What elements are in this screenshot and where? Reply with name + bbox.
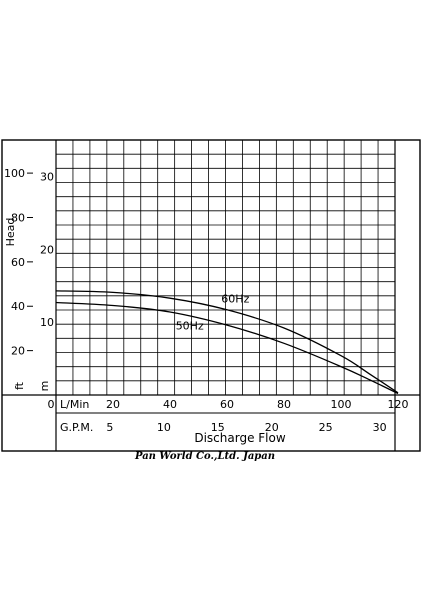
y-ft-tick-label: 60: [11, 256, 25, 269]
y-ft-tick-label: 80: [11, 211, 25, 224]
x-lmin-tick-label: 0: [48, 398, 55, 411]
x-lmin-tick-label: 60: [220, 398, 234, 411]
series-line-50hz: [55, 301, 399, 395]
series-label-60hz: 60Hz: [221, 293, 249, 306]
y-unit-ft: ft: [13, 381, 26, 390]
y-ft-tick-label: 20: [11, 345, 25, 358]
x-gpm-tick-label: 10: [157, 421, 171, 434]
x-gpm-tick-label: 25: [319, 421, 333, 434]
x-unit-lmin: L/Min: [60, 398, 89, 411]
series: 60Hz 50Hz: [55, 290, 399, 395]
axis-ticks: 20 40 60 80 100 10 20 30 0 20 40 60 80 100 120 5 10 15 20 2…: [4, 167, 409, 434]
x-lmin-tick-label: 100: [331, 398, 352, 411]
x-gpm-tick-label: 15: [211, 421, 225, 434]
x-gpm-tick-label: 20: [265, 421, 279, 434]
x-gpm-tick-label: 5: [106, 421, 113, 434]
x-lmin-tick-label: 120: [388, 398, 409, 411]
series-line-60hz: [55, 290, 399, 394]
y-unit-m: m: [38, 381, 51, 392]
labels: Head ft m L/Min G.P.M. Discharge Flow Pa…: [4, 218, 286, 462]
y-m-tick-label: 10: [40, 316, 54, 329]
y-ft-tick-label: 40: [11, 300, 25, 313]
x-axis-title: Discharge Flow: [194, 431, 285, 445]
x-lmin-tick-label: 40: [163, 398, 177, 411]
x-lmin-tick-label: 80: [277, 398, 291, 411]
company-caption: Pan World Co.,Ltd. Japan: [134, 451, 275, 462]
y-ft-tick-label: 100: [4, 167, 25, 180]
series-label-50hz: 50Hz: [176, 319, 204, 332]
x-gpm-tick-label: 30: [373, 421, 387, 434]
x-lmin-tick-label: 20: [106, 398, 120, 411]
y-axis-title: Head: [4, 218, 17, 247]
y-m-tick-label: 30: [40, 171, 54, 184]
x-unit-gpm: G.P.M.: [60, 421, 93, 434]
y-m-tick-label: 20: [40, 243, 54, 256]
chart-frame: [1, 139, 421, 452]
